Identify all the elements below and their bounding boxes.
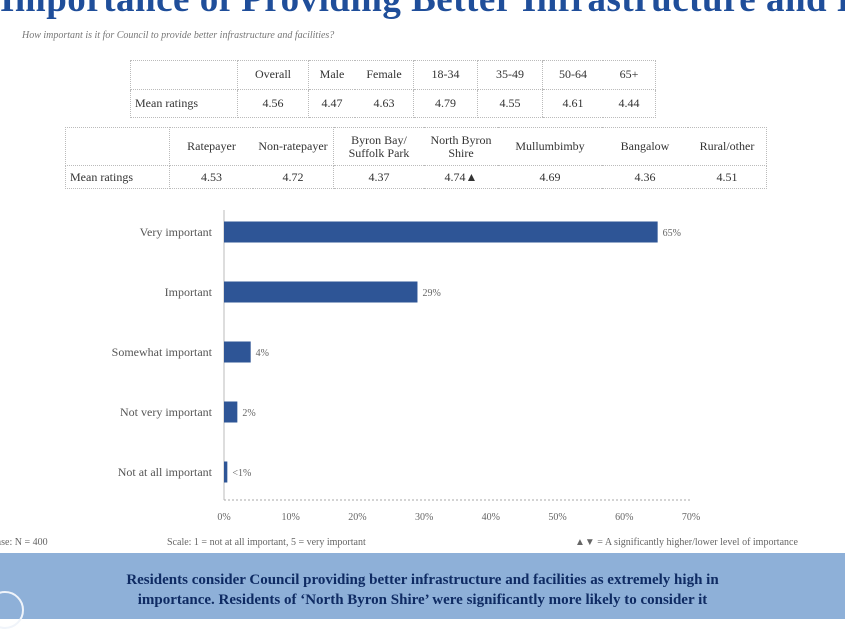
table-header-cell: Mullumbimby: [498, 126, 602, 167]
x-tick-label: 10%: [282, 512, 300, 523]
data-label: 65%: [663, 228, 681, 239]
table-cell: 4.63: [355, 88, 414, 118]
x-tick-label: 30%: [415, 512, 433, 523]
category-label: Very important: [140, 225, 213, 239]
table-cell: 4.74▲: [424, 165, 498, 189]
x-tick-label: 20%: [348, 512, 366, 523]
data-label: 29%: [422, 288, 440, 299]
table-row: Mean ratings 4.53 4.72 4.37 4.74▲ 4.69 4…: [65, 165, 767, 189]
table-cell: 4.61: [542, 88, 603, 118]
table-header-cell: Byron Bay/ Suffolk Park: [333, 126, 424, 167]
table-cell: 4.47: [308, 88, 355, 118]
table-cell: 4.72: [253, 165, 334, 189]
table-row: Mean ratings 4.56 4.47 4.63 4.79 4.55 4.…: [130, 88, 656, 118]
category-label: Not at all important: [118, 465, 213, 479]
category-label: Important: [165, 285, 213, 299]
table-cell: 4.55: [477, 88, 543, 118]
table-header-row: Overall Male Female 18-34 35-49 50-64 65…: [130, 60, 656, 90]
x-tick-label: 50%: [548, 512, 566, 523]
table-header-cell: Non-ratepayer: [253, 126, 334, 167]
table-header-cell: Male: [308, 60, 355, 90]
table-header-cell: Female: [355, 60, 414, 90]
table-cell: 4.51: [688, 165, 767, 189]
table-cell: 4.37: [333, 165, 424, 189]
table-cell: 4.79: [413, 88, 478, 118]
data-label: 2%: [242, 408, 255, 419]
significance-note: ▲▼ = A significantly higher/lower level …: [575, 537, 798, 548]
table-header-cell: 18-34: [413, 60, 478, 90]
survey-question: How important is it for Council to provi…: [22, 30, 335, 41]
bar: [224, 221, 658, 243]
demographic-mean-table: Overall Male Female 18-34 35-49 50-64 65…: [130, 60, 656, 118]
table-header-row: Ratepayer Non-ratepayer Byron Bay/ Suffo…: [65, 126, 767, 167]
table-header-cell: 35-49: [477, 60, 543, 90]
base-note: Base: N = 400: [0, 537, 48, 548]
bar: [224, 281, 418, 303]
summary-line: importance. Residents of ‘North Byron Sh…: [137, 592, 708, 608]
table-header-cell: 50-64: [542, 60, 603, 90]
data-label: <1%: [232, 468, 251, 479]
category-label: Somewhat important: [112, 345, 213, 359]
table-cell: 4.53: [169, 165, 253, 189]
table-cell: 4.69: [498, 165, 602, 189]
table-header-cell: North Byron Shire: [424, 126, 498, 167]
x-tick-label: 60%: [615, 512, 633, 523]
scale-note: Scale: 1 = not at all important, 5 = ver…: [167, 537, 366, 548]
data-label: 4%: [256, 348, 269, 359]
summary-banner: Residents consider Council providing bet…: [0, 553, 845, 629]
category-label: Not very important: [120, 405, 213, 419]
summary-line: Residents consider Council providing bet…: [126, 572, 719, 588]
x-tick-label: 0%: [217, 512, 230, 523]
table-header-cell: Ratepayer: [169, 126, 253, 167]
table-header-cell: Rural/other: [688, 126, 767, 167]
page-title: Importance of Providing Better Infrastru…: [0, 0, 845, 21]
x-tick-label: 70%: [682, 512, 700, 523]
row-label: Mean ratings: [130, 88, 238, 118]
location-mean-table: Ratepayer Non-ratepayer Byron Bay/ Suffo…: [65, 126, 767, 189]
table-header-cell: 65+: [603, 60, 656, 90]
table-header-cell: [65, 126, 170, 167]
x-tick-label: 40%: [482, 512, 500, 523]
bar: [224, 401, 238, 423]
bar: [224, 461, 228, 483]
table-header-cell: [130, 60, 238, 90]
importance-bar-chart: Very important 65% Important 29% Somewhat im…: [112, 210, 700, 523]
table-header-cell: Overall: [237, 60, 309, 90]
table-cell: 4.56: [237, 88, 309, 118]
table-cell: 4.44: [603, 88, 656, 118]
table-cell: 4.36: [602, 165, 688, 189]
table-header-cell: Bangalow: [602, 126, 688, 167]
bar: [224, 341, 251, 363]
row-label: Mean ratings: [65, 165, 170, 189]
